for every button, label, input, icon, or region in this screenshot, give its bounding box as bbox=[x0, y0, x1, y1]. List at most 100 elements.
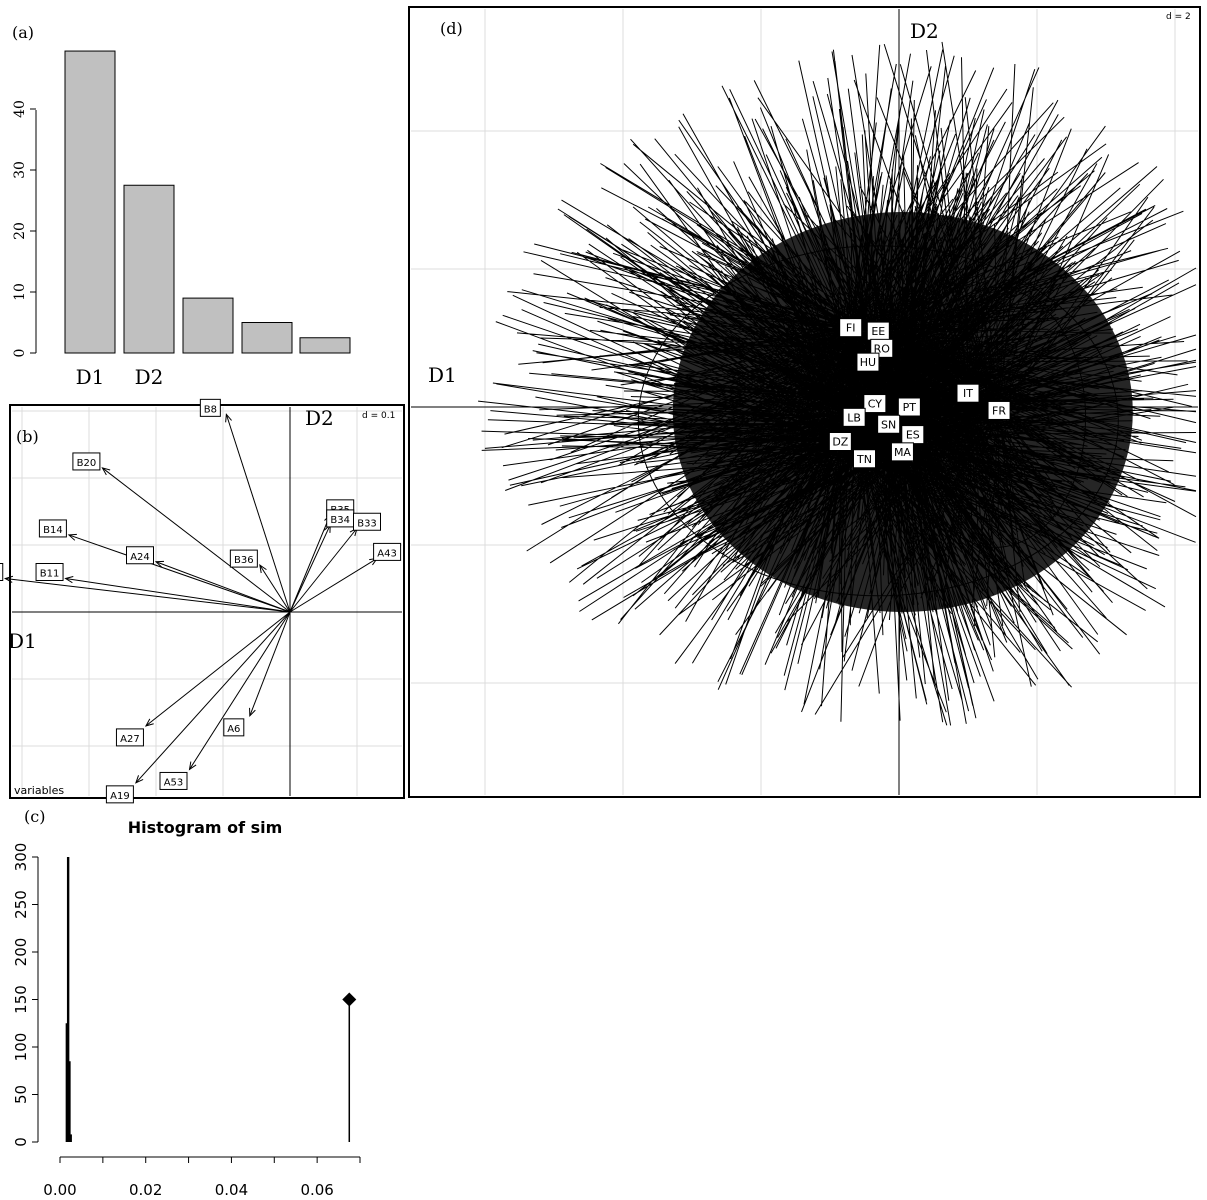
variable-label-box bbox=[38, 519, 67, 538]
histogram-y-tick-label: 150 bbox=[12, 985, 30, 1014]
eigenvalue-x-label: D2 bbox=[135, 365, 164, 389]
panel-d-frame bbox=[408, 6, 1201, 798]
histogram-y-tick-label: 100 bbox=[12, 1033, 30, 1062]
histogram-y-tick-label: 300 bbox=[12, 843, 30, 872]
variable-label-box bbox=[0, 563, 4, 581]
eigenvalue-x-label: D1 bbox=[76, 365, 105, 389]
variable-arrow bbox=[68, 534, 291, 613]
group-ellipse bbox=[637, 245, 1119, 597]
group-label-box bbox=[842, 407, 866, 427]
histogram-x-tick-label: 0.06 bbox=[300, 1181, 333, 1199]
variable-label-box bbox=[229, 549, 258, 568]
group-label: DZ bbox=[832, 436, 848, 449]
group-label: TN bbox=[856, 453, 872, 466]
group-label-box bbox=[877, 414, 901, 434]
variable-arrow bbox=[5, 578, 291, 613]
panel-label-d: (d) bbox=[440, 19, 463, 38]
histogram-y-tick-label: 200 bbox=[12, 938, 30, 967]
panel-b-axis-label-y: D2 bbox=[305, 406, 334, 430]
panel-d-axis-label-x: D1 bbox=[428, 363, 457, 387]
variable-label: A53 bbox=[164, 777, 184, 788]
panel-d-axis-label-y: D2 bbox=[910, 19, 939, 43]
histogram-bin bbox=[65, 1023, 69, 1142]
histogram-x-tick-label: 0.04 bbox=[215, 1181, 248, 1199]
eigenvalue-y-tick-label: 10 bbox=[12, 283, 28, 301]
variable-arrowhead bbox=[64, 576, 74, 584]
variable-label: B14 bbox=[43, 525, 63, 536]
variable-arrow bbox=[135, 611, 291, 784]
group-label: ES bbox=[906, 429, 920, 442]
panel-d-scale-label: d = 2 bbox=[1166, 12, 1191, 22]
observed-value-marker bbox=[342, 992, 357, 1007]
group-label: MA bbox=[894, 446, 911, 459]
histogram-x-tick-label: 0.02 bbox=[129, 1181, 162, 1199]
histogram-x-tick-label: 0.00 bbox=[43, 1181, 76, 1199]
variable-label-box bbox=[72, 452, 101, 471]
panel-b-frame bbox=[9, 404, 405, 799]
eigenvalue-bar bbox=[299, 337, 351, 354]
variable-arrow bbox=[259, 564, 291, 613]
variable-arrowhead bbox=[3, 575, 14, 583]
histogram-bin bbox=[69, 1134, 72, 1142]
eigenvalue-y-tick-label: 20 bbox=[12, 222, 28, 240]
group-label-box bbox=[890, 442, 914, 462]
variable-label: B20 bbox=[77, 458, 97, 469]
panel-b-axis-label-x: D1 bbox=[8, 629, 37, 653]
variable-arrowhead bbox=[259, 564, 267, 574]
panel-label-a: (a) bbox=[12, 23, 34, 42]
variable-arrowhead bbox=[144, 718, 154, 727]
variable-arrow bbox=[249, 611, 291, 717]
variable-arrow bbox=[102, 467, 291, 613]
variable-label: B34 bbox=[330, 515, 350, 526]
eigenvalue-bar bbox=[241, 322, 293, 354]
variable-label-box bbox=[159, 771, 188, 790]
variable-arrow bbox=[145, 611, 291, 727]
variable-arrowhead bbox=[67, 533, 77, 541]
histogram-x-axis: 0.00 0.02 0.04 0.06 bbox=[43, 1156, 361, 1199]
variables-correlation-circle: B8B20B14B10B11A24B36B35B34B33A43A27A6A53… bbox=[0, 398, 405, 804]
variable-arrow bbox=[65, 578, 291, 613]
group-label: RO bbox=[874, 342, 891, 355]
variable-arrowhead bbox=[225, 413, 232, 423]
histogram-y-tick-label: 250 bbox=[12, 890, 30, 919]
histogram-bin bbox=[68, 1061, 71, 1142]
group-label: FI bbox=[846, 322, 856, 335]
group-label: PT bbox=[903, 401, 917, 414]
variable-arrow bbox=[289, 514, 331, 613]
variable-arrow bbox=[289, 557, 378, 613]
variable-arrowhead bbox=[249, 707, 256, 718]
eigenvalue-bar bbox=[182, 297, 234, 354]
variable-label: B36 bbox=[234, 555, 254, 566]
group-label: LB bbox=[847, 411, 861, 424]
histogram-bin bbox=[66, 857, 70, 1142]
sample-star-segments bbox=[478, 41, 1197, 726]
variable-arrowhead bbox=[154, 560, 165, 568]
variable-arrow bbox=[155, 561, 291, 613]
variable-arrow bbox=[189, 611, 291, 770]
eigenvalue-y-tick-label: 40 bbox=[12, 100, 28, 118]
eigenvalue-y-tick-label: 0 bbox=[12, 349, 28, 358]
group-label-box bbox=[897, 397, 921, 417]
variable-label-box bbox=[223, 718, 245, 737]
simulation-histogram: Histogram of sim 0 50 100 150 200 250 300 0.00… bbox=[12, 818, 361, 1199]
group-label: IT bbox=[963, 387, 973, 400]
group-label-box bbox=[839, 318, 863, 338]
group-label: SN bbox=[881, 418, 896, 431]
group-label: EE bbox=[871, 325, 885, 338]
group-label-box bbox=[856, 352, 880, 372]
variable-label-box bbox=[105, 785, 134, 804]
variable-arrowhead bbox=[188, 761, 197, 771]
eigenvalue-y-tick-label: 30 bbox=[12, 161, 28, 179]
eigenvalue-bar bbox=[123, 184, 175, 354]
eigenvalue-bar bbox=[64, 50, 116, 354]
histogram-y-axis: 0 50 100 150 200 250 300 bbox=[12, 843, 39, 1147]
group-label-box bbox=[853, 449, 876, 469]
group-ellipses bbox=[637, 245, 1119, 597]
variable-label-box bbox=[126, 546, 154, 565]
variable-arrow bbox=[289, 527, 358, 613]
variable-label: A43 bbox=[377, 548, 397, 559]
group-label-box bbox=[828, 432, 852, 451]
histogram-title: Histogram of sim bbox=[128, 818, 283, 837]
panel-label-c: (c) bbox=[24, 807, 45, 826]
panel-b-footer-label: variables bbox=[14, 784, 64, 797]
